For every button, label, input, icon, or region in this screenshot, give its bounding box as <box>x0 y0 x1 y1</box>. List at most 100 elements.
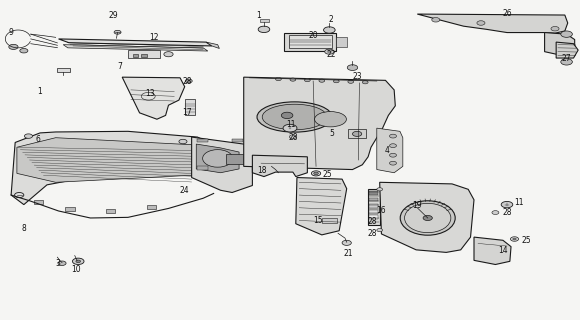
Text: 24: 24 <box>180 186 190 195</box>
Circle shape <box>20 49 28 53</box>
Circle shape <box>390 161 397 165</box>
Text: 19: 19 <box>412 201 422 210</box>
Circle shape <box>314 172 318 175</box>
Text: 1: 1 <box>256 12 260 20</box>
Text: 4: 4 <box>385 146 390 155</box>
Bar <box>369 197 378 201</box>
Text: 25: 25 <box>521 236 531 245</box>
Circle shape <box>362 81 368 84</box>
Polygon shape <box>59 39 212 46</box>
Text: 3: 3 <box>55 259 60 268</box>
Bar <box>147 205 156 209</box>
Text: 9: 9 <box>9 28 13 37</box>
Ellipse shape <box>314 112 346 127</box>
Bar <box>197 139 208 142</box>
Circle shape <box>319 79 325 82</box>
Circle shape <box>72 258 84 265</box>
Polygon shape <box>377 128 403 173</box>
Text: 14: 14 <box>498 246 508 255</box>
Bar <box>184 99 195 115</box>
Text: 6: 6 <box>36 135 41 144</box>
Polygon shape <box>380 182 474 252</box>
Circle shape <box>14 193 24 197</box>
Circle shape <box>164 52 173 57</box>
Text: 29: 29 <box>108 11 118 20</box>
Text: 5: 5 <box>329 129 334 138</box>
Polygon shape <box>122 77 184 119</box>
Text: 22: 22 <box>327 50 336 59</box>
Bar <box>128 50 160 58</box>
Bar <box>66 207 75 211</box>
Bar <box>369 210 378 214</box>
Circle shape <box>290 78 296 81</box>
Bar <box>260 19 269 22</box>
Polygon shape <box>206 42 219 49</box>
Bar <box>141 53 147 57</box>
Text: 1: 1 <box>38 87 42 96</box>
Circle shape <box>513 238 516 240</box>
Bar <box>57 68 70 72</box>
Polygon shape <box>11 131 213 204</box>
Circle shape <box>334 80 339 83</box>
Polygon shape <box>556 42 578 58</box>
Bar <box>369 204 378 208</box>
Polygon shape <box>17 138 206 182</box>
Circle shape <box>501 201 513 208</box>
Circle shape <box>348 80 354 83</box>
Circle shape <box>561 31 572 37</box>
Bar <box>133 53 139 57</box>
Ellipse shape <box>405 203 451 233</box>
Text: 27: 27 <box>562 53 571 62</box>
Ellipse shape <box>400 201 455 235</box>
Circle shape <box>423 215 432 220</box>
Circle shape <box>58 261 66 266</box>
Polygon shape <box>474 237 511 265</box>
Circle shape <box>477 21 485 25</box>
Circle shape <box>390 153 397 157</box>
Text: 28: 28 <box>367 217 377 226</box>
Text: 21: 21 <box>343 250 353 259</box>
Text: 11: 11 <box>287 120 296 129</box>
Circle shape <box>9 44 18 50</box>
Circle shape <box>510 237 519 241</box>
Text: 16: 16 <box>376 206 386 215</box>
Circle shape <box>390 134 397 138</box>
Circle shape <box>311 171 321 176</box>
Ellipse shape <box>202 150 233 167</box>
Text: 7: 7 <box>117 61 122 70</box>
Circle shape <box>76 260 81 263</box>
Bar <box>226 154 246 164</box>
Bar <box>368 189 380 225</box>
Text: 12: 12 <box>149 33 159 42</box>
Bar <box>369 215 378 219</box>
Bar <box>232 139 242 142</box>
Bar <box>348 129 367 138</box>
Circle shape <box>561 59 572 65</box>
Polygon shape <box>296 178 347 235</box>
Text: 11: 11 <box>514 197 523 206</box>
Text: 17: 17 <box>182 108 192 117</box>
Circle shape <box>353 131 362 136</box>
Circle shape <box>185 79 192 83</box>
Bar <box>369 191 378 195</box>
Polygon shape <box>545 33 575 56</box>
Circle shape <box>492 211 499 214</box>
Text: 8: 8 <box>21 224 26 233</box>
Bar <box>284 33 336 51</box>
Text: 28: 28 <box>502 208 512 217</box>
Polygon shape <box>417 14 568 33</box>
Bar <box>289 35 332 49</box>
Circle shape <box>390 144 397 148</box>
Circle shape <box>258 26 270 33</box>
Circle shape <box>304 78 310 82</box>
Ellipse shape <box>257 102 332 132</box>
Circle shape <box>179 139 187 144</box>
Text: 23: 23 <box>352 72 362 81</box>
Circle shape <box>342 240 351 245</box>
Circle shape <box>114 30 121 34</box>
Ellipse shape <box>262 104 327 130</box>
Polygon shape <box>191 137 252 193</box>
Circle shape <box>276 77 281 81</box>
Polygon shape <box>252 155 307 177</box>
Bar <box>322 218 337 223</box>
